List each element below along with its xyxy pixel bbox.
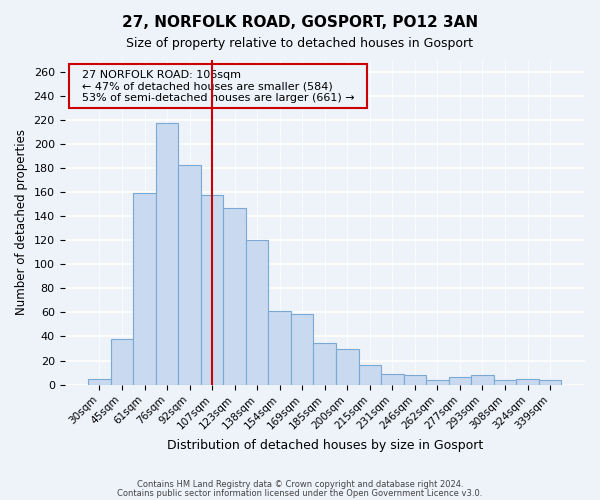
Bar — [471, 375, 494, 384]
Bar — [291, 314, 313, 384]
X-axis label: Distribution of detached houses by size in Gosport: Distribution of detached houses by size … — [167, 440, 483, 452]
Text: Contains HM Land Registry data © Crown copyright and database right 2024.: Contains HM Land Registry data © Crown c… — [137, 480, 463, 489]
Text: Contains public sector information licensed under the Open Government Licence v3: Contains public sector information licen… — [118, 488, 482, 498]
Y-axis label: Number of detached properties: Number of detached properties — [15, 130, 28, 316]
Bar — [359, 366, 381, 384]
Bar — [178, 164, 201, 384]
Bar — [516, 378, 539, 384]
Bar — [336, 348, 359, 384]
Bar — [539, 380, 562, 384]
Bar — [156, 122, 178, 384]
Bar — [268, 312, 291, 384]
Bar — [133, 194, 156, 384]
Bar — [404, 375, 426, 384]
Bar — [494, 380, 516, 384]
Bar — [246, 240, 268, 384]
Text: 27, NORFOLK ROAD, GOSPORT, PO12 3AN: 27, NORFOLK ROAD, GOSPORT, PO12 3AN — [122, 15, 478, 30]
Bar — [381, 374, 404, 384]
Bar — [223, 208, 246, 384]
Bar — [313, 342, 336, 384]
Bar — [426, 380, 449, 384]
Bar — [88, 378, 111, 384]
Bar — [111, 339, 133, 384]
Text: 27 NORFOLK ROAD: 106sqm
  ← 47% of detached houses are smaller (584)
  53% of se: 27 NORFOLK ROAD: 106sqm ← 47% of detache… — [75, 70, 362, 103]
Text: Size of property relative to detached houses in Gosport: Size of property relative to detached ho… — [127, 38, 473, 51]
Bar — [201, 194, 223, 384]
Bar — [449, 378, 471, 384]
